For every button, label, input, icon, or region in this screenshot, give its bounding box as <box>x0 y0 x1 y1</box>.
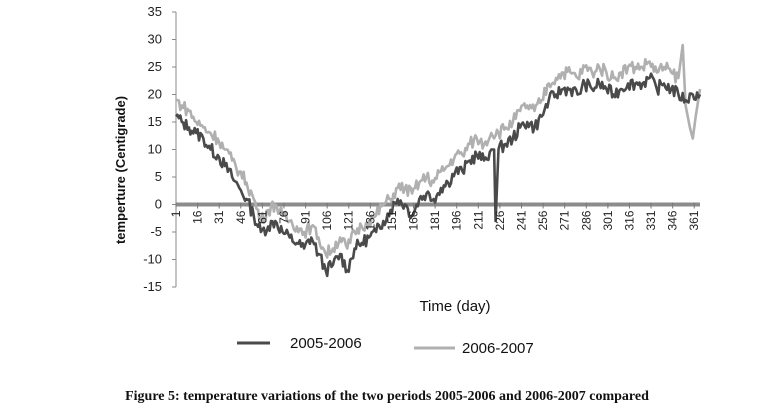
y-tick-label: -5 <box>150 224 162 239</box>
x-tick-label: 316 <box>622 210 636 230</box>
x-tick-label: 121 <box>342 210 356 230</box>
series-line-2005-2006 <box>174 72 702 278</box>
figure-caption: Figure 5: temperature variations of the … <box>125 389 649 404</box>
x-tick-label: 196 <box>450 210 464 230</box>
y-tick-label: -15 <box>143 279 162 294</box>
x-tick-label: 181 <box>428 210 442 230</box>
y-tick-label: 0 <box>155 197 162 212</box>
x-tick-label: 31 <box>212 210 226 224</box>
x-tick-label: 61 <box>255 210 269 224</box>
series-layer <box>174 43 702 278</box>
y-tick-label: 10 <box>148 142 162 157</box>
x-tick-label: 151 <box>385 210 399 230</box>
x-tick-label: 76 <box>277 210 291 224</box>
x-tick-label: 211 <box>471 210 485 229</box>
y-axis-title: temperture (Centigrade) <box>113 96 128 244</box>
x-tick-label: 1 <box>169 210 183 217</box>
x-tick-label: 331 <box>644 210 658 230</box>
x-tick-label: 271 <box>558 210 572 230</box>
legend-label-2006-2007: 2006-2007 <box>462 340 534 357</box>
legend-label-2005-2006: 2005-2006 <box>290 335 362 352</box>
y-tick-label: -10 <box>143 252 162 267</box>
series-line-2006-2007 <box>175 43 702 259</box>
x-tick-label: 256 <box>536 210 550 230</box>
y-axis-ticks: -15 -10 -5 0 5 10 15 20 25 30 35 <box>143 4 176 294</box>
x-tick-label: 46 <box>234 210 248 224</box>
x-tick-label: 91 <box>299 210 313 224</box>
x-tick-label: 16 <box>191 210 205 224</box>
y-tick-label: 20 <box>148 87 162 102</box>
x-axis-title: Time (day) <box>419 298 490 315</box>
x-tick-label: 361 <box>687 210 701 230</box>
y-tick-label: 30 <box>148 32 162 47</box>
legend: 2005-2006 2006-2007 <box>237 335 534 357</box>
x-tick-label: 226 <box>493 210 507 230</box>
x-tick-label: 346 <box>666 210 680 230</box>
x-axis-ticks: 1 16 31 46 61 76 91 106 121 136 151 166 181 196 211 226… <box>169 202 701 231</box>
y-tick-label: 25 <box>148 59 162 74</box>
x-tick-label: 106 <box>320 210 334 230</box>
x-tick-label: 166 <box>407 210 421 230</box>
y-tick-label: 5 <box>155 169 162 184</box>
y-tick-label: 35 <box>148 4 162 19</box>
x-tick-label: 301 <box>601 210 615 230</box>
x-tick-label: 241 <box>514 210 528 230</box>
x-tick-label: 286 <box>579 210 593 230</box>
y-tick-label: 15 <box>148 114 162 129</box>
x-tick-label: 136 <box>363 210 377 230</box>
